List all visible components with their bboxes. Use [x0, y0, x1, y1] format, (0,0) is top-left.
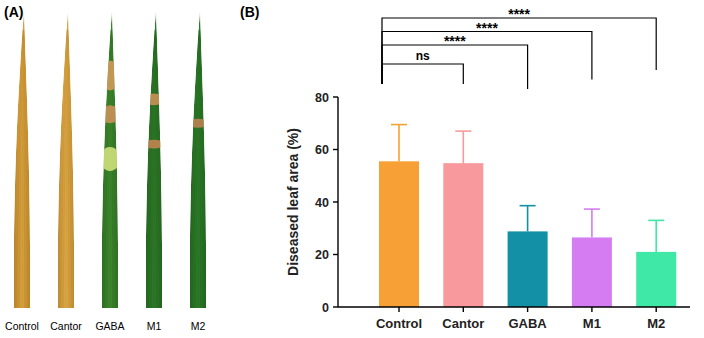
bar: [508, 231, 548, 307]
x-tick-label: Cantor: [442, 316, 484, 331]
leaf-vein: [60, 30, 66, 308]
y-tick: [333, 254, 338, 255]
leaf-blade: [190, 10, 206, 308]
bar: [379, 161, 419, 307]
leaf-vein: [195, 30, 199, 308]
leaf-blade: [14, 10, 30, 308]
x-tick: [463, 307, 464, 312]
leaf-vein: [22, 30, 23, 308]
significance-label: ****: [476, 20, 498, 36]
y-tick-label: 40: [315, 196, 329, 210]
y-axis-label: Diseased leaf area (%): [285, 128, 301, 276]
bar: [443, 163, 483, 307]
error-stem: [655, 220, 657, 252]
y-tick: [333, 306, 338, 307]
leaf-vein: [151, 30, 155, 308]
leaf-lesion: [100, 147, 120, 171]
x-axis: [338, 306, 690, 307]
leaf-vein: [154, 30, 155, 308]
bar: [636, 252, 676, 307]
leaf-vein: [16, 30, 22, 308]
leaf: [14, 10, 30, 308]
error-bar: [584, 209, 600, 237]
bracket-line: [382, 32, 592, 85]
y-tick: [333, 96, 338, 97]
panel-label: (A): [4, 4, 23, 20]
leaf-vein: [198, 30, 199, 308]
figure: (A) Control Cantor GABA M1 M2 (B) 0 20 40 60 80 Cont…: [0, 0, 704, 338]
significance-label: ns: [416, 49, 430, 63]
leaf: [58, 10, 74, 308]
y-tick-label: 80: [315, 91, 329, 105]
significance-label: ****: [444, 33, 466, 49]
leaf-label: GABA: [95, 320, 124, 332]
leaf-label: Control: [5, 320, 39, 332]
leaf-vein: [192, 30, 198, 308]
error-cap: [455, 130, 471, 132]
error-bar: [391, 125, 407, 162]
leaf-label: Cantor: [50, 320, 82, 332]
leaf-vein: [200, 30, 204, 308]
error-bar: [648, 220, 664, 252]
x-tick-label: GABA: [508, 316, 547, 331]
significance-bracket: [382, 45, 528, 89]
panel-label: (B): [240, 4, 259, 20]
significance-bracket: [382, 64, 463, 84]
y-tick-label: 20: [315, 248, 329, 262]
leaf-vein: [63, 30, 67, 308]
error-cap: [391, 124, 407, 126]
bars: [379, 125, 676, 307]
y-tick-label: 60: [315, 143, 329, 157]
leaf-blade: [58, 10, 74, 308]
leaf-vein: [68, 30, 72, 308]
error-stem: [398, 125, 400, 162]
x-tick-label: M1: [583, 316, 601, 331]
bracket-line: [382, 45, 528, 89]
x-tick: [656, 307, 657, 312]
leaf: [100, 10, 120, 308]
bracket-line: [382, 18, 656, 84]
leaf-lesion: [144, 93, 164, 105]
leaf-lesion: [144, 140, 164, 149]
leaf-lesion: [100, 105, 120, 123]
x-tick-label: M2: [647, 316, 665, 331]
error-stem: [462, 131, 464, 163]
significance-bracket: [382, 32, 592, 85]
leaf-lesion: [100, 61, 120, 91]
significance-label: ****: [508, 6, 530, 22]
leaf-lesion: [188, 119, 208, 128]
leaf-blade: [146, 10, 162, 308]
leaf-label: M1: [147, 320, 162, 332]
leaf-label: M2: [191, 320, 206, 332]
error-cap: [584, 208, 600, 210]
leaf-vein: [66, 30, 67, 308]
error-bar: [520, 206, 536, 232]
error-cap: [520, 205, 536, 207]
significance-bracket: [382, 18, 656, 84]
leaf: [188, 10, 208, 308]
x-tick-label: Control: [376, 316, 422, 331]
error-stem: [591, 209, 593, 237]
leaf-vein: [24, 30, 28, 308]
error-stem: [527, 206, 529, 232]
y-tick: [333, 201, 338, 202]
y-tick: [333, 149, 338, 150]
leaf-vein: [148, 30, 154, 308]
leaf-vein: [156, 30, 160, 308]
x-tick: [398, 307, 399, 312]
bracket-line: [382, 64, 463, 84]
y-tick-label: 0: [322, 301, 329, 315]
bar: [572, 237, 612, 307]
x-tick: [591, 307, 592, 312]
leaf-vein: [19, 30, 23, 308]
x-tick: [527, 307, 528, 312]
error-bar: [455, 131, 471, 163]
leaf: [144, 10, 164, 308]
error-cap: [648, 220, 664, 222]
